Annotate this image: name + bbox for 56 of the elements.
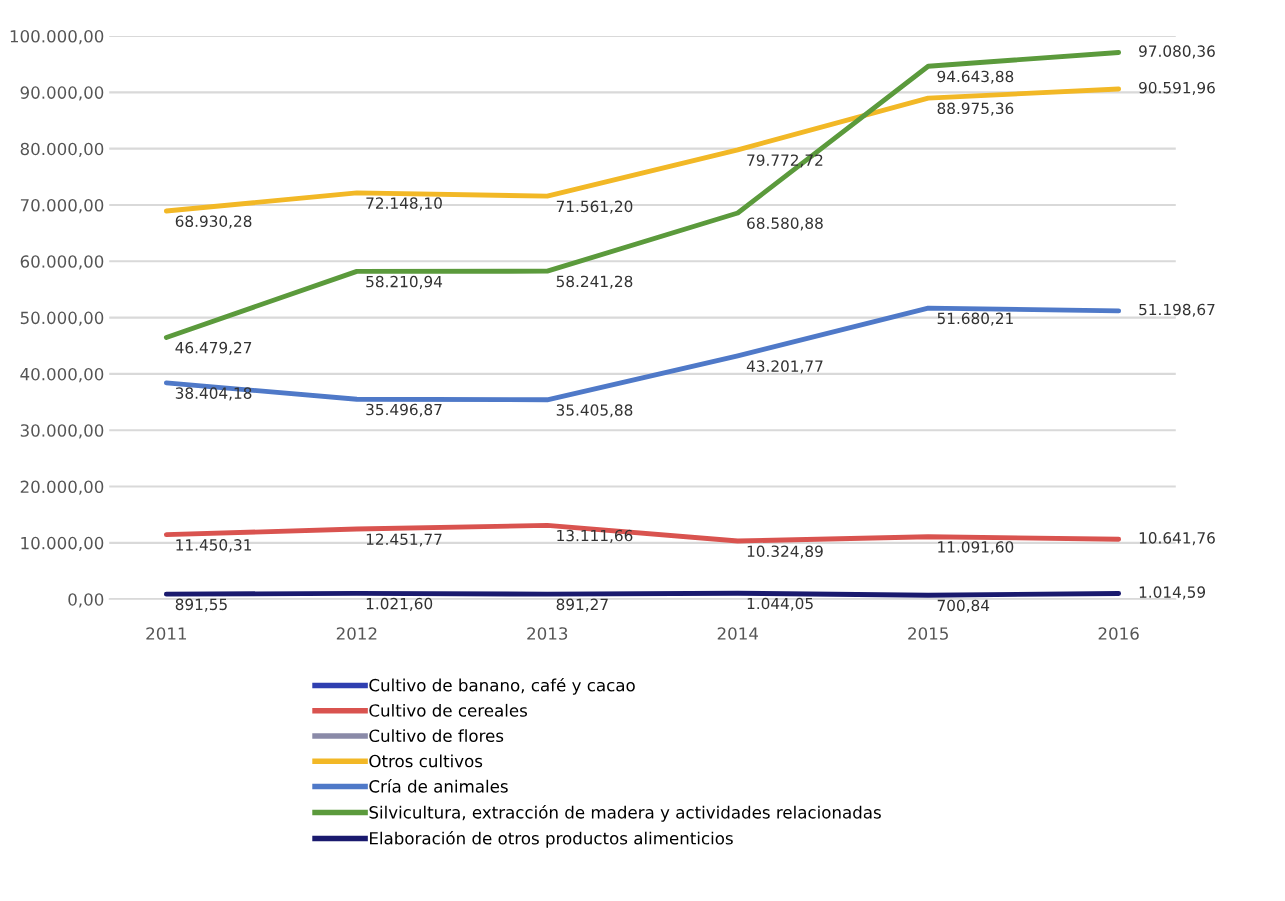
- y-tick-label: 100.000,00: [10, 30, 104, 45]
- data-label: 10.641,76: [1139, 532, 1215, 546]
- data-label: 1.044,05: [747, 597, 813, 611]
- x-tick-label: 2015: [908, 627, 948, 640]
- legend-label: Cría de animales: [369, 779, 508, 793]
- y-tick-label: 40.000,00: [20, 367, 104, 383]
- legend-label: Silvicultura, extracción de madera y actividades relacionadas: [369, 805, 881, 822]
- legend-label: Cultivo de banano, café y cacao: [369, 677, 635, 695]
- y-tick-label: 50.000,00: [20, 311, 104, 326]
- x-tick-label: 2011: [146, 627, 187, 640]
- data-label: 11.450,31: [176, 539, 252, 553]
- data-label: 10.324,89: [747, 545, 823, 559]
- data-label: 97.080,36: [1139, 45, 1215, 59]
- data-label: 12.451,77: [366, 533, 442, 547]
- data-label: 88.975,36: [937, 102, 1014, 116]
- data-label: 891,27: [556, 598, 608, 612]
- legend-label: Elaboración de otros productos alimenticios: [370, 831, 733, 848]
- data-label: 11.091,60: [938, 541, 1014, 555]
- y-tick-label: 10.000,00: [21, 536, 104, 552]
- line-series: [163, 305, 1122, 403]
- data-label: 58.241,28: [556, 275, 633, 289]
- x-tick-label: 2014: [717, 627, 758, 640]
- data-label: 90.591,96: [1139, 81, 1215, 96]
- data-label: 58.210,94: [366, 275, 443, 289]
- y-tick-label: 20.000,00: [20, 480, 104, 495]
- data-label: 72.148,10: [366, 197, 442, 211]
- data-label: 38.404,18: [175, 387, 252, 401]
- data-label: 68.580,88: [747, 217, 823, 231]
- data-label: 51.680,21: [937, 312, 1013, 326]
- data-label: 891,55: [175, 598, 227, 612]
- line-series: [163, 50, 1122, 340]
- y-tick-label: 90.000,00: [20, 86, 104, 101]
- data-label: 43.201,77: [746, 360, 823, 374]
- data-label: 700,84: [937, 599, 990, 613]
- y-tick-label: 80.000,00: [20, 142, 104, 157]
- line-series: [163, 86, 1122, 214]
- y-tick-label: 60.000,00: [20, 255, 104, 270]
- x-tick-label: 2012: [336, 627, 377, 640]
- data-label: 94.643,88: [937, 70, 1014, 84]
- x-tick-label: 2016: [1098, 627, 1139, 640]
- legend-label: Otros cultivos: [369, 754, 483, 768]
- data-label: 71.561,20: [556, 200, 633, 214]
- x-tick-label: 2013: [527, 627, 568, 640]
- data-label: 13.111,66: [557, 529, 633, 543]
- data-label: 35.405,88: [556, 404, 633, 418]
- data-label: 1.021,60: [366, 597, 433, 611]
- data-label: 51.198,67: [1139, 303, 1215, 317]
- data-label: 35.496,87: [366, 403, 442, 417]
- data-label: 1.014,59: [1139, 586, 1206, 600]
- data-label: 46.479,27: [175, 341, 252, 355]
- y-tick-label: 70.000,00: [20, 198, 104, 214]
- data-label: 68.930,28: [175, 215, 252, 229]
- y-tick-label: 0,00: [68, 593, 104, 608]
- legend-label: Cultivo de cereales: [369, 703, 527, 717]
- y-tick-label: 30.000,00: [20, 424, 104, 439]
- legend-label: Cultivo de flores: [369, 729, 504, 743]
